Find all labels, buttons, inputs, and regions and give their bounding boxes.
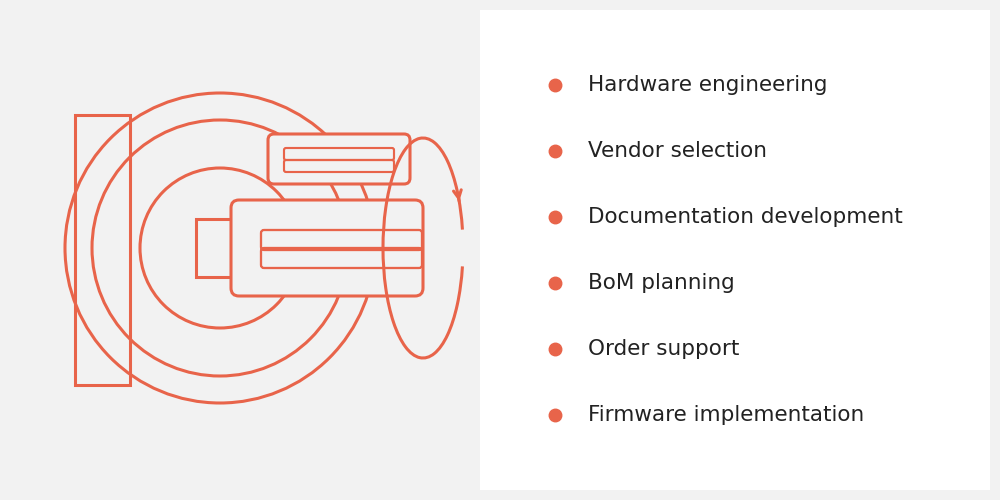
Text: Order support: Order support	[588, 339, 739, 359]
Bar	[480, 10, 990, 490]
FancyBboxPatch shape	[231, 200, 423, 296]
Text: Hardware engineering: Hardware engineering	[588, 75, 828, 95]
Text: BoM planning: BoM planning	[588, 273, 735, 293]
Text: Vendor selection: Vendor selection	[588, 141, 767, 161]
FancyBboxPatch shape	[268, 134, 410, 184]
Text: Documentation development: Documentation development	[588, 207, 903, 227]
FancyBboxPatch shape	[196, 219, 244, 277]
Text: Firmware implementation: Firmware implementation	[588, 405, 864, 425]
